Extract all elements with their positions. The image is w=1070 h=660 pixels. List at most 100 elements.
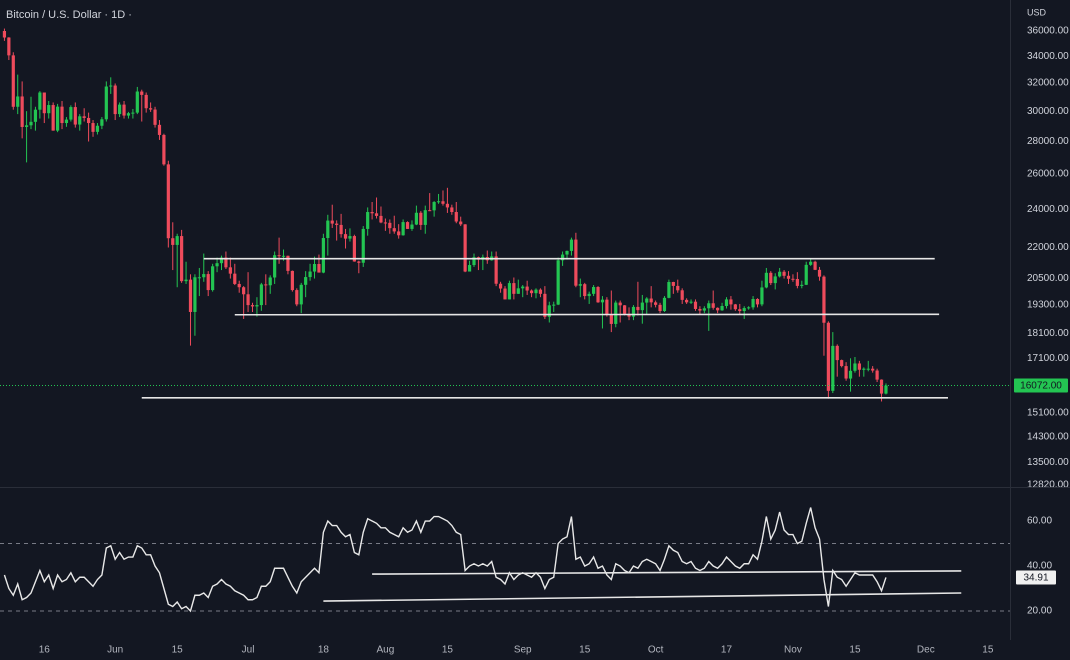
candle-body xyxy=(853,363,857,371)
y-tick-label: 18100.00 xyxy=(1027,328,1069,339)
rsi-line xyxy=(3,507,887,613)
candle-body xyxy=(623,305,627,314)
x-tick-label: Dec xyxy=(917,645,935,656)
candle-body xyxy=(432,201,436,211)
y-tick-label: 60.00 xyxy=(1027,516,1052,527)
y-tick-label: 34000.00 xyxy=(1027,51,1069,62)
candle-body xyxy=(224,257,228,268)
candle-body xyxy=(295,290,299,305)
y-tick-label: 40.00 xyxy=(1027,561,1052,572)
candle-body xyxy=(126,113,131,116)
candle-body xyxy=(724,299,729,306)
candle-body xyxy=(498,283,503,289)
candle-body xyxy=(547,305,551,317)
candle-body xyxy=(609,314,613,324)
candle-body xyxy=(118,104,122,115)
candle-body xyxy=(423,210,427,225)
axis-unit: USD xyxy=(1027,7,1047,17)
candle-body xyxy=(454,212,458,222)
candle-body xyxy=(91,123,95,132)
x-tick-label: Jun xyxy=(107,645,123,656)
candle-body xyxy=(206,274,210,291)
candle-body xyxy=(636,306,640,311)
candle-body xyxy=(246,294,250,306)
candle-body xyxy=(64,119,69,124)
candle-body xyxy=(414,212,419,225)
candle-body xyxy=(782,271,786,276)
candle-body xyxy=(817,269,822,277)
candle-body xyxy=(366,212,370,229)
candle-body xyxy=(556,260,560,305)
candle-body xyxy=(786,275,791,279)
candle-body xyxy=(197,277,201,279)
candle-body xyxy=(795,278,799,286)
candle-body xyxy=(631,306,636,317)
candle-body xyxy=(69,107,73,120)
candle-body xyxy=(405,222,410,229)
candle-body xyxy=(135,91,139,113)
candle-body xyxy=(702,308,706,311)
candle-body xyxy=(565,250,569,255)
last-price-box xyxy=(1014,378,1068,393)
candle-body xyxy=(273,255,277,278)
x-tick-label: 15 xyxy=(442,645,454,656)
candle-body xyxy=(525,286,529,291)
candle-body xyxy=(538,289,543,294)
candle-body xyxy=(233,273,237,284)
candle-body xyxy=(180,236,184,282)
candle-body xyxy=(543,293,547,317)
chart-title: Bitcoin / U.S. Dollar · 1D · xyxy=(6,9,132,21)
x-tick-label: 18 xyxy=(318,645,330,656)
candle-body xyxy=(259,284,263,306)
candle-body xyxy=(503,288,507,300)
candle-body xyxy=(140,91,144,95)
candle-body xyxy=(335,223,339,225)
candle-body xyxy=(237,283,241,288)
candle-body xyxy=(339,224,343,235)
candle-body xyxy=(463,224,467,272)
candle-body xyxy=(397,231,401,236)
candle-body xyxy=(716,307,720,311)
candle-body xyxy=(587,293,591,297)
candle-body xyxy=(773,276,777,284)
candle-body xyxy=(733,304,737,310)
y-tick-label: 19300.00 xyxy=(1027,300,1069,311)
candle-body xyxy=(450,207,454,213)
candle-body xyxy=(215,263,219,267)
candle-body xyxy=(82,116,86,118)
candle-body xyxy=(11,55,15,107)
candle-body xyxy=(645,298,649,303)
candle-body xyxy=(171,238,175,245)
candle-body xyxy=(516,288,520,294)
candle-body xyxy=(255,305,259,307)
candle-body xyxy=(131,112,135,114)
x-tick-label: Nov xyxy=(784,645,802,656)
candle-body xyxy=(219,257,224,264)
candle-body xyxy=(149,108,153,110)
candle-body xyxy=(445,203,450,208)
price-pane: 36000.00 34000.00 32000.00 30000.00 28000.00… xyxy=(0,26,1069,487)
candle-body xyxy=(38,92,42,110)
candle-body xyxy=(202,274,206,278)
candle-body xyxy=(720,305,724,311)
candle-body xyxy=(304,277,308,285)
candle-body xyxy=(383,222,387,224)
candle-body xyxy=(7,37,11,56)
candle-body xyxy=(193,277,197,312)
candle-body xyxy=(188,279,193,312)
candle-body xyxy=(529,290,534,294)
candle-body xyxy=(857,363,861,370)
x-tick-label: 15 xyxy=(982,645,994,656)
candle-body xyxy=(560,254,565,261)
x-tick-label: 17 xyxy=(721,645,733,656)
y-tick-label: 14300.00 xyxy=(1027,432,1069,443)
candle-body xyxy=(875,370,879,380)
candle-body xyxy=(534,289,538,294)
x-tick-label: Sep xyxy=(514,645,532,656)
candle-body xyxy=(122,104,126,116)
candle-body xyxy=(618,302,622,306)
candle-body xyxy=(379,215,383,223)
candle-body xyxy=(658,304,662,312)
